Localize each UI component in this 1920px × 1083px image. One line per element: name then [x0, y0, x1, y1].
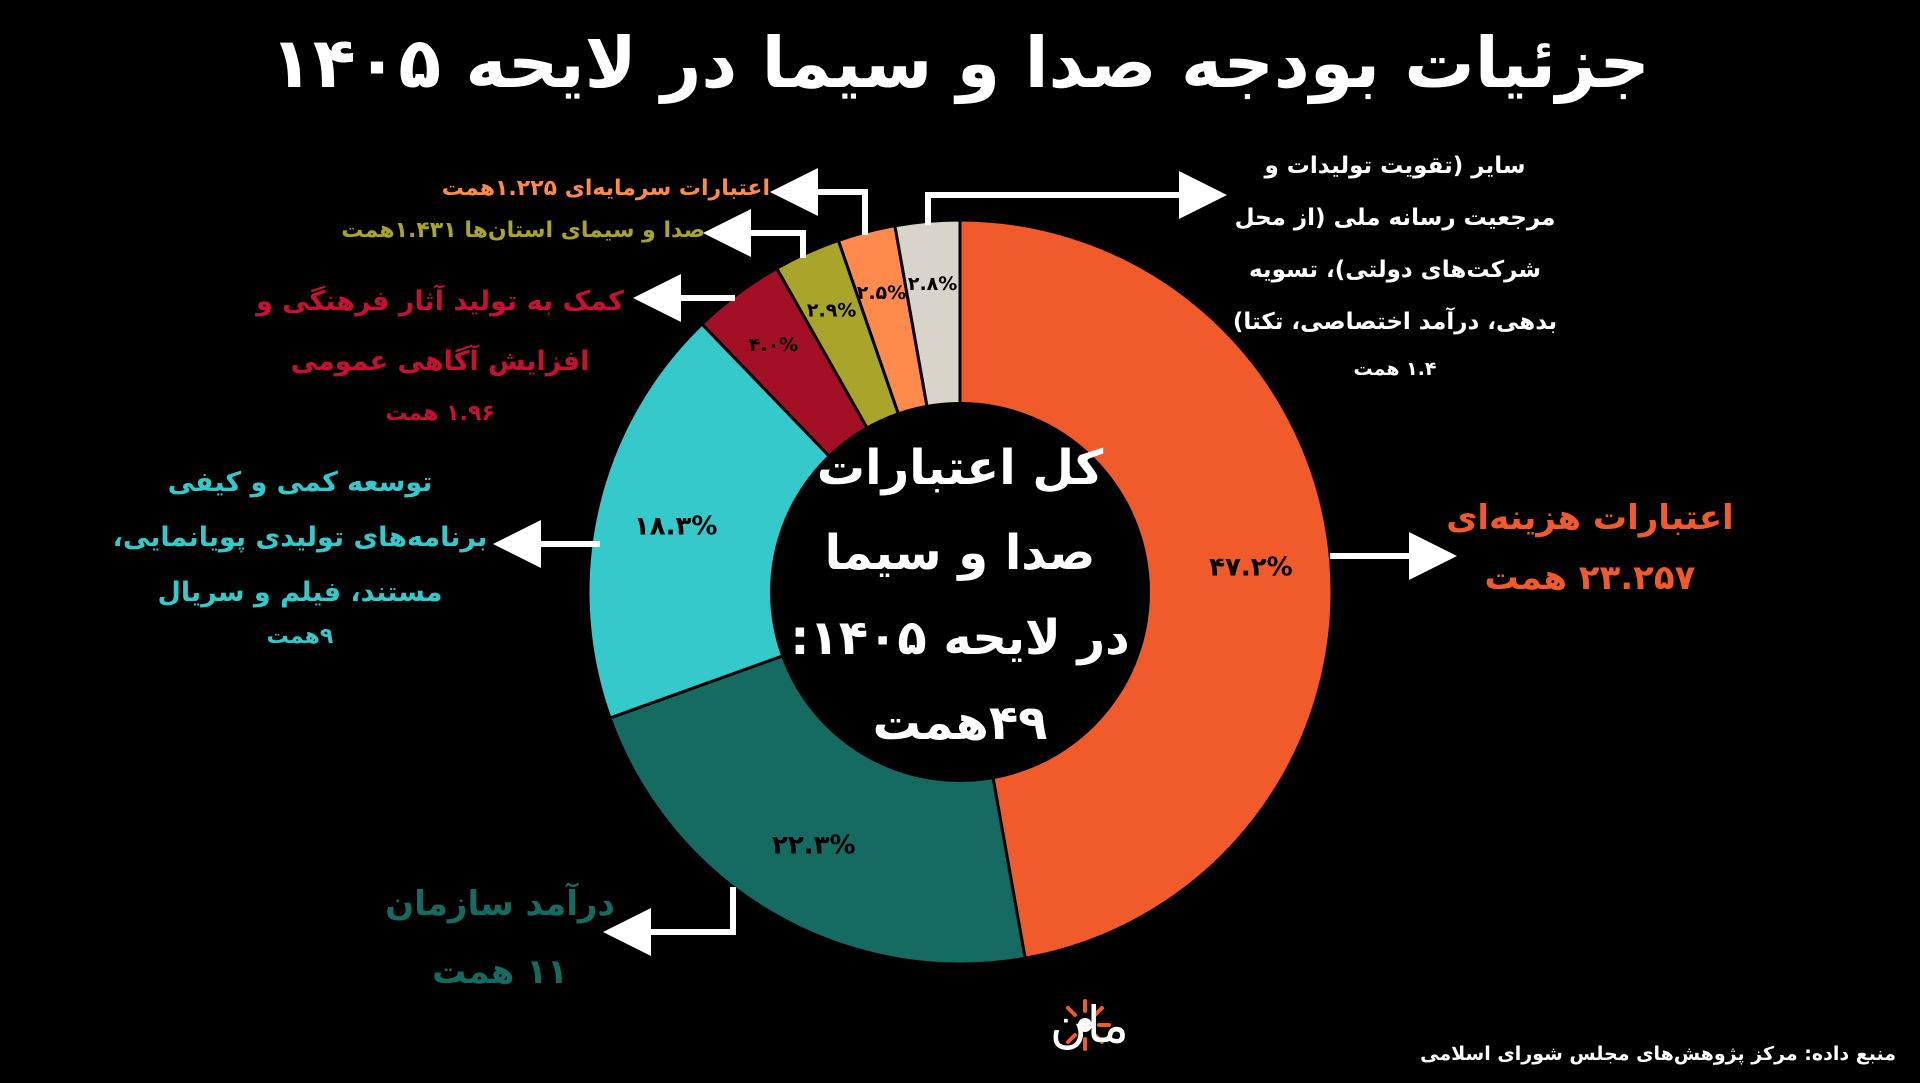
arrow-provinces	[703, 209, 806, 258]
label-other: سایر (تقویت تولیدات و مرجعیت رسانه ملی (…	[1200, 140, 1590, 390]
center-line-4: ۴۹همت	[873, 695, 1048, 751]
center-line-1: کل اعتبارات	[817, 440, 1103, 496]
pie-percent-label-2: ۱۸.۳%	[634, 512, 718, 542]
pie-percent-label-5: ۲.۵%	[857, 282, 906, 304]
label-cultural-line-1: کمک به تولید آثار فرهنگی و	[256, 286, 624, 317]
label-production-line-2: برنامه‌های تولیدی پویانمایی،	[112, 522, 488, 553]
label-production-line-3: مستند، فیلم و سریال	[157, 577, 443, 608]
pie-percent-label-4: ۲.۹%	[807, 300, 856, 322]
label-org-income: درآمد سازمان ۱۱ همت	[370, 870, 630, 1006]
label-provinces-line-1: صدا و سیمای استان‌ها ۱.۴۳۱همت	[341, 218, 705, 243]
arrow-other	[925, 171, 1227, 225]
label-cultural-line-3: ۱.۹۶ همت	[385, 401, 495, 426]
sun-icon	[1066, 999, 1111, 1051]
label-cultural: کمک به تولید آثار فرهنگی و افزایش آگاهی …	[240, 272, 640, 436]
label-other-line-1: سایر (تقویت تولیدات و	[1264, 153, 1526, 179]
label-other-line-4: بدهی، درآمد اختصاصی، تکتا)	[1232, 309, 1558, 335]
label-capital: اعتبارات سرمایه‌ای ۱.۲۲۵همت	[370, 172, 770, 206]
logo-text: زومان	[1050, 996, 1125, 1055]
label-other-line-2: مرجعیت رسانه ملی (از محل	[1234, 205, 1556, 231]
label-expense-line-1: اعتبارات هزینه‌ای	[1446, 498, 1734, 538]
zoomaan-logo: زومان	[1050, 996, 1125, 1055]
center-line-2: صدا و سیما	[825, 525, 1096, 581]
data-source: منبع داده: مرکز پژوهش‌های مجلس شورای اسل…	[1420, 1043, 1896, 1065]
label-other-line-5: ۱.۴ همت	[1353, 358, 1437, 380]
label-expense-line-2: ۲۳.۲۵۷ همت	[1484, 558, 1696, 598]
label-org-income-line-2: ۱۱ همت	[432, 952, 568, 992]
donut-hole	[770, 402, 1150, 782]
label-cultural-line-2: افزایش آگاهی عمومی	[290, 346, 590, 377]
pie-percent-label-0: ۴۷.۲%	[1209, 552, 1293, 582]
label-org-income-line-1: درآمد سازمان	[385, 884, 615, 924]
label-production-line-1: توسعه کمی و کیفی	[167, 467, 433, 498]
center-line-3: در لایحه ۱۴۰۵:	[790, 610, 1130, 666]
label-production: توسعه کمی و کیفی برنامه‌های تولیدی پویان…	[100, 455, 500, 654]
label-production-line-4: ۹همت	[266, 624, 334, 649]
pie-percent-label-1: ۲۲.۳%	[772, 831, 856, 861]
label-capital-line-1: اعتبارات سرمایه‌ای ۱.۲۲۵همت	[441, 176, 770, 201]
label-other-line-3: شرکت‌های دولتی)، تسویه	[1248, 257, 1541, 283]
label-provinces: صدا و سیمای استان‌ها ۱.۴۳۱همت	[305, 214, 705, 248]
pie-percent-label-6: ۲.۸%	[908, 273, 957, 295]
pie-percent-label-3: ۴.۰%	[749, 334, 798, 356]
arrow-org-income	[603, 887, 736, 956]
label-expense: اعتبارات هزینه‌ای ۲۳.۲۵۷ همت	[1440, 488, 1740, 608]
chart-title: جزئیات بودجه صدا و سیما در لایحه ۱۴۰۵	[270, 22, 1650, 104]
arrow-capital	[770, 168, 868, 235]
